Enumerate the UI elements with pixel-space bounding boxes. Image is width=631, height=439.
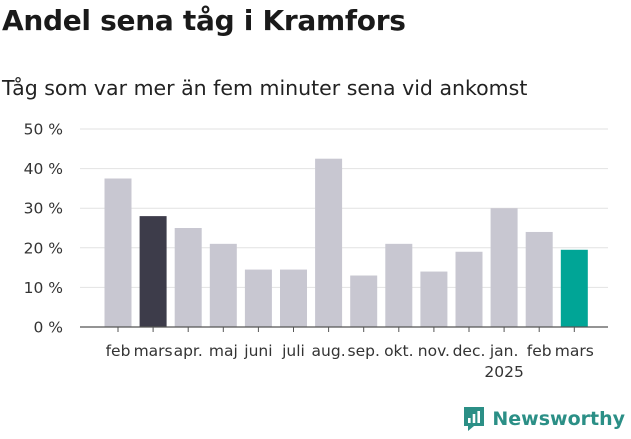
y-axis-tick-labels: 0 % 10 % 20 % 30 % 40 % 50 % xyxy=(24,121,63,337)
chart-title: Andel sena tåg i Kramfors xyxy=(2,4,406,37)
x-axis xyxy=(80,326,608,332)
y-tick-label: 40 % xyxy=(24,160,63,178)
x-year-label: 2025 xyxy=(484,363,523,381)
x-tick-label: feb xyxy=(527,342,552,360)
brand-name: Newsworthy xyxy=(492,408,625,430)
x-tick-label: sep. xyxy=(348,342,380,360)
bar-chart: 0 %10 %20 %30 %40 %50 % feb mars apr. maj ju… xyxy=(24,121,608,381)
bar xyxy=(490,208,518,327)
brand-logo: Newsworthy xyxy=(462,405,625,433)
x-tick-label: feb xyxy=(106,342,131,360)
x-tick-label: aug. xyxy=(312,342,346,360)
bar xyxy=(244,269,272,327)
y-tick-label: 20 % xyxy=(24,239,63,257)
bar xyxy=(455,251,483,327)
bar xyxy=(560,249,588,327)
x-axis-tick-labels: feb mars apr. maj juni juli aug. sep. okt. nov. de… xyxy=(106,342,594,381)
x-tick-label: juni xyxy=(243,342,272,360)
bar xyxy=(139,216,167,327)
bar xyxy=(385,243,413,327)
bar xyxy=(174,228,202,327)
x-tick-label: apr. xyxy=(174,342,203,360)
x-tick-label: maj xyxy=(209,342,238,360)
y-tick-label: 50 % xyxy=(24,121,63,139)
x-tick-label: juli xyxy=(281,342,305,360)
newsworthy-logo-icon xyxy=(464,407,485,431)
bars xyxy=(104,158,588,327)
y-tick-label: 10 % xyxy=(24,279,63,297)
x-tick-label: dec. xyxy=(453,342,486,360)
gridlines xyxy=(80,128,608,288)
chart-subtitle: Tåg som var mer än fem minuter sena vid … xyxy=(2,76,528,100)
x-tick-label: okt. xyxy=(384,342,413,360)
bar xyxy=(350,275,378,327)
x-tick-label: jan. xyxy=(489,342,519,360)
bar xyxy=(104,178,132,327)
y-tick-label: 30 % xyxy=(24,200,63,218)
x-tick-label: mars xyxy=(134,342,173,360)
y-tick-label: 0 % xyxy=(33,319,63,337)
bar xyxy=(209,243,237,327)
bar xyxy=(280,269,307,327)
bar xyxy=(525,231,553,327)
bar xyxy=(420,271,448,327)
x-tick-label: mars xyxy=(555,342,594,360)
bar xyxy=(315,158,343,327)
x-tick-label: nov. xyxy=(418,342,450,360)
